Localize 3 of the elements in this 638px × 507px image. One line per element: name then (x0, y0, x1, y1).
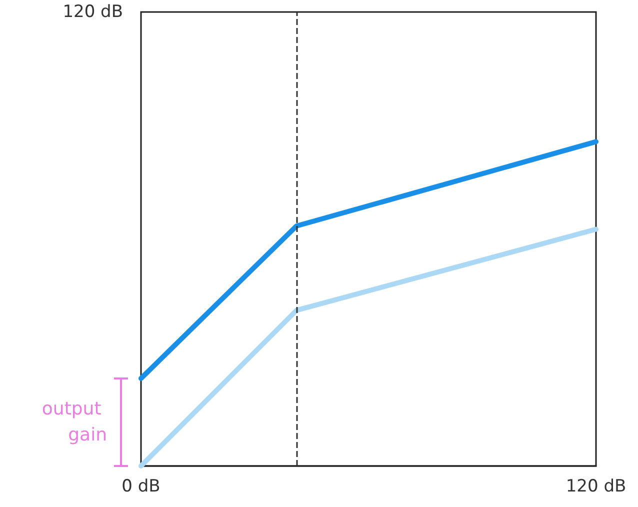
text: 120 dB (62, 2, 123, 22)
text: output gain (42, 398, 107, 446)
x-tick-label: 0 dB (122, 476, 160, 496)
